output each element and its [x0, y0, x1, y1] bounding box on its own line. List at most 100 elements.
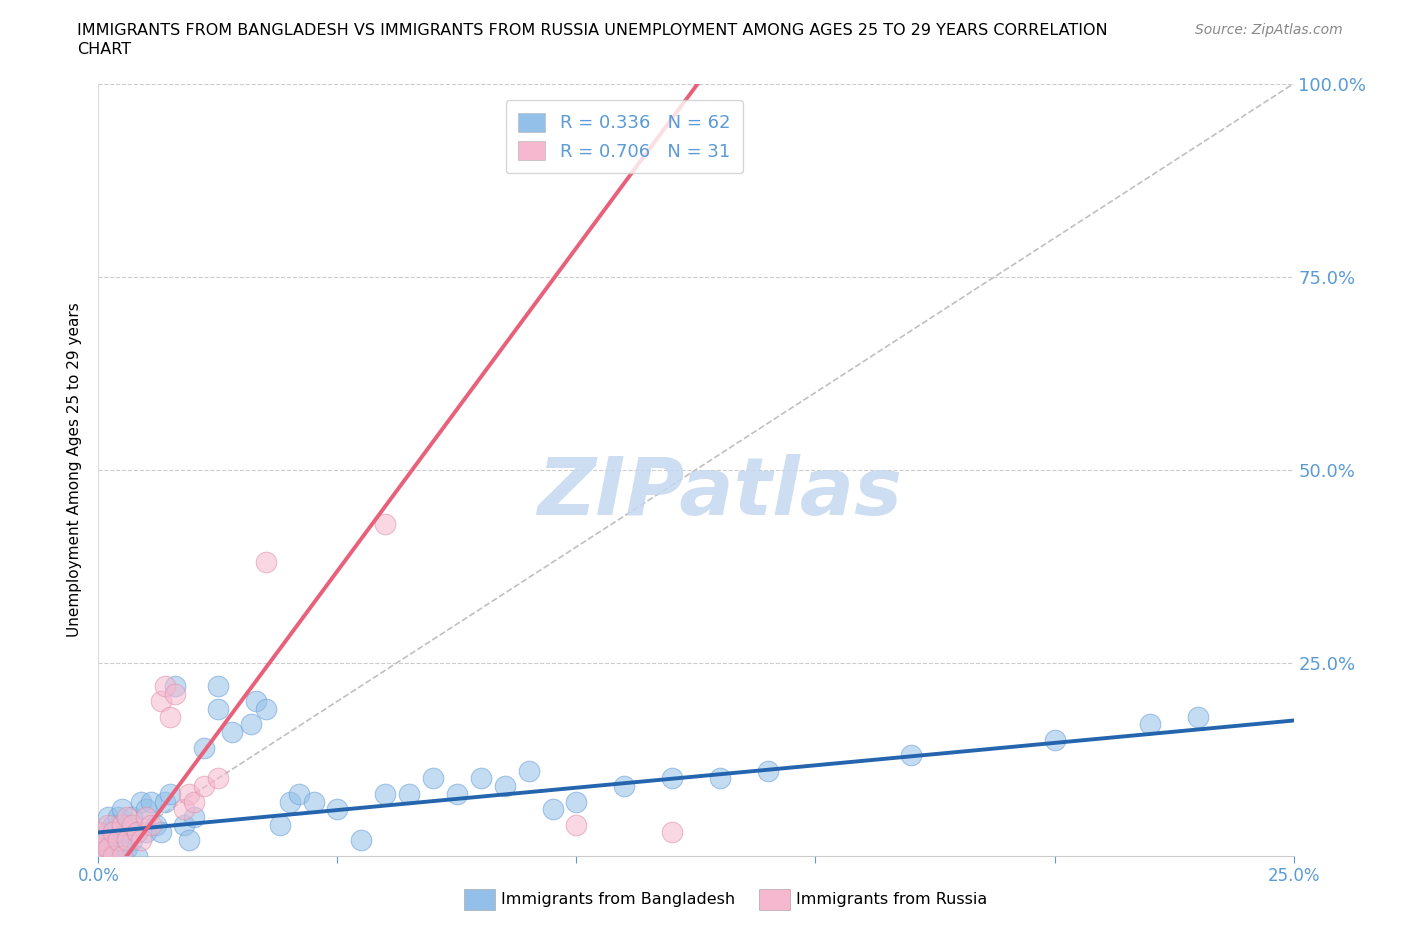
Point: [145, 817, 167, 832]
Text: Immigrants from Russia: Immigrants from Russia: [796, 892, 987, 907]
Point: [135, 809, 157, 825]
Point: [97, 848, 120, 863]
Point: [101, 825, 124, 840]
Point: [245, 694, 267, 709]
Point: [139, 794, 162, 809]
Point: [900, 748, 922, 763]
Point: [87, 825, 110, 840]
Point: [422, 771, 444, 786]
Point: [278, 794, 301, 809]
Point: [517, 764, 540, 778]
Point: [288, 787, 311, 802]
Point: [207, 701, 229, 716]
Text: CHART: CHART: [77, 42, 131, 57]
Point: [111, 802, 134, 817]
Point: [125, 825, 148, 840]
Point: [446, 787, 468, 802]
Point: [111, 848, 134, 863]
Point: [350, 832, 373, 847]
Point: [115, 817, 138, 832]
Point: [101, 848, 124, 863]
Point: [159, 787, 181, 802]
Point: [613, 778, 636, 793]
Point: [173, 817, 195, 832]
Point: [661, 771, 683, 786]
Point: [101, 832, 124, 847]
Point: [131, 794, 153, 809]
Text: IMMIGRANTS FROM BANGLADESH VS IMMIGRANTS FROM RUSSIA UNEMPLOYMENT AMONG AGES 25 : IMMIGRANTS FROM BANGLADESH VS IMMIGRANTS…: [77, 23, 1108, 38]
Point: [107, 809, 129, 825]
Point: [374, 516, 396, 531]
Point: [111, 817, 134, 832]
Point: [91, 832, 114, 847]
Point: [101, 848, 124, 863]
Point: [121, 817, 143, 832]
Point: [91, 832, 114, 847]
Point: [115, 809, 138, 825]
Point: [125, 825, 148, 840]
Point: [254, 701, 277, 716]
Point: [302, 794, 325, 809]
Point: [163, 678, 186, 693]
Point: [269, 817, 291, 832]
Point: [87, 841, 110, 856]
Text: Immigrants from Bangladesh: Immigrants from Bangladesh: [501, 892, 735, 907]
Point: [207, 678, 229, 693]
Point: [374, 787, 396, 802]
Y-axis label: Unemployment Among Ages 25 to 29 years: Unemployment Among Ages 25 to 29 years: [67, 302, 83, 637]
Point: [97, 841, 120, 856]
Point: [1187, 710, 1209, 724]
Point: [91, 848, 114, 863]
Point: [115, 832, 138, 847]
Point: [398, 787, 420, 802]
Point: [179, 787, 201, 802]
Point: [541, 802, 564, 817]
Point: [326, 802, 349, 817]
Point: [111, 848, 134, 863]
Point: [91, 841, 114, 856]
Point: [207, 771, 229, 786]
Point: [155, 794, 177, 809]
Point: [87, 825, 110, 840]
Point: [97, 825, 120, 840]
Point: [97, 817, 120, 832]
Point: [565, 794, 588, 809]
Point: [139, 817, 162, 832]
Point: [135, 825, 157, 840]
Point: [115, 841, 138, 856]
Point: [121, 809, 143, 825]
Point: [193, 778, 215, 793]
Point: [149, 694, 172, 709]
Point: [565, 817, 588, 832]
Point: [97, 809, 120, 825]
Text: Source: ZipAtlas.com: Source: ZipAtlas.com: [1195, 23, 1343, 37]
Point: [183, 794, 205, 809]
Point: [173, 802, 195, 817]
Point: [183, 809, 205, 825]
Point: [709, 771, 731, 786]
Point: [494, 778, 516, 793]
Point: [107, 832, 129, 847]
Point: [240, 717, 263, 732]
Point: [125, 848, 148, 863]
Point: [254, 555, 277, 570]
Point: [193, 740, 215, 755]
Point: [155, 678, 177, 693]
Point: [661, 825, 683, 840]
Point: [179, 832, 201, 847]
Point: [1043, 733, 1066, 748]
Point: [159, 710, 181, 724]
Point: [756, 764, 779, 778]
Point: [101, 817, 124, 832]
Legend: R = 0.336   N = 62, R = 0.706   N = 31: R = 0.336 N = 62, R = 0.706 N = 31: [506, 100, 742, 174]
Point: [149, 825, 172, 840]
Text: ZIPatlas: ZIPatlas: [537, 454, 903, 532]
Point: [131, 832, 153, 847]
Point: [470, 771, 492, 786]
Point: [221, 724, 243, 739]
Point: [163, 686, 186, 701]
Point: [1139, 717, 1161, 732]
Point: [135, 802, 157, 817]
Point: [121, 832, 143, 847]
Point: [111, 825, 134, 840]
